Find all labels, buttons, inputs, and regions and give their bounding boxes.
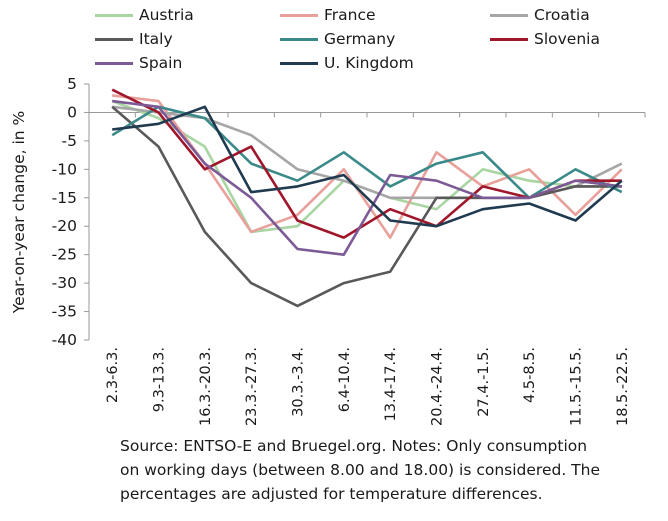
y-tick-label: -5 xyxy=(62,132,77,150)
legend-item: Austria xyxy=(95,4,194,26)
y-tick-label: -30 xyxy=(52,274,77,292)
legend-item: Germany xyxy=(280,28,395,50)
legend-label: Germany xyxy=(324,30,396,48)
legend-label: Spain xyxy=(139,54,183,72)
x-tick-label: 4.5-8.5. xyxy=(522,347,538,403)
y-axis-title-group: Year-on-year change, in % xyxy=(10,111,28,315)
series-line-spain xyxy=(112,99,622,256)
legend-label: France xyxy=(324,6,376,24)
y-tick-label: -10 xyxy=(52,160,77,178)
y-tick-label: 0 xyxy=(67,103,77,121)
x-tick-label: 16.3.-20.3. xyxy=(198,347,214,426)
x-tick-label: 2.3-6.3. xyxy=(105,347,121,403)
legend-label: Italy xyxy=(139,30,173,48)
y-axis-title: Year-on-year change, in % xyxy=(10,111,28,315)
legend-label: Croatia xyxy=(534,6,590,24)
line-chart: 5 0 -5 -10 -15 -20 -25 -30 -35 -40 2.3-6.3. 9.3-13.… xyxy=(10,75,646,426)
legend-item: Italy xyxy=(95,28,173,50)
chart-axes: 5 0 -5 -10 -15 -20 -25 -30 -35 -40 2.3-6.3. 9.3-13.… xyxy=(52,75,646,426)
legend-swatch xyxy=(95,13,133,17)
legend-swatch xyxy=(95,61,133,65)
legend-swatch xyxy=(490,37,528,41)
legend-item: Croatia xyxy=(490,4,590,26)
y-tick-label: -35 xyxy=(52,303,77,321)
legend-swatch xyxy=(280,37,318,41)
x-tick-label: 18.5.-22.5. xyxy=(615,347,631,426)
series-line-germany xyxy=(111,105,623,200)
x-tick-label: 30.3.-3.4. xyxy=(291,347,307,417)
legend-label: Austria xyxy=(139,6,194,24)
x-tick-label: 13.4-17.4. xyxy=(383,347,399,421)
x-tick-label: 20.4.-24.4. xyxy=(430,347,446,426)
x-tick-label: 11.5.-15.5. xyxy=(569,347,585,426)
y-tick-label: -20 xyxy=(52,217,77,235)
legend-item: Slovenia xyxy=(490,28,600,50)
legend-swatch xyxy=(490,13,528,17)
x-tick-label: 23.3.-27.3. xyxy=(244,347,260,426)
source-note-line-1: Source: ENTSO-E and Bruegel.org. Notes: … xyxy=(120,437,588,455)
source-note-line-2: on working days (between 8.00 and 18.00)… xyxy=(120,461,601,479)
y-tick-label: 5 xyxy=(67,75,77,93)
legend-swatch xyxy=(280,13,318,17)
legend-label: Slovenia xyxy=(534,30,600,48)
legend-item: France xyxy=(280,4,376,26)
y-tick-label: -40 xyxy=(52,331,77,349)
y-tick-label: -25 xyxy=(52,246,77,264)
chart-series xyxy=(111,88,623,308)
y-tick-label: -15 xyxy=(52,189,77,207)
x-tick-label: 6.4-10.4. xyxy=(337,347,353,412)
legend-item: U. Kingdom xyxy=(280,52,414,74)
legend-item: Spain xyxy=(95,52,182,74)
legend-label: U. Kingdom xyxy=(324,54,414,72)
x-tick-label: 27.4.-1.5. xyxy=(476,347,492,417)
source-note: Source: ENTSO-E and Bruegel.org. Notes: … xyxy=(120,434,660,506)
legend-swatch xyxy=(280,61,318,65)
x-tick-label: 9.3-13.3. xyxy=(152,347,168,412)
source-note-line-3: percentages are adjusted for temperature… xyxy=(120,485,543,503)
legend-swatch xyxy=(95,37,133,41)
series-line-u-kingdom xyxy=(112,105,623,228)
